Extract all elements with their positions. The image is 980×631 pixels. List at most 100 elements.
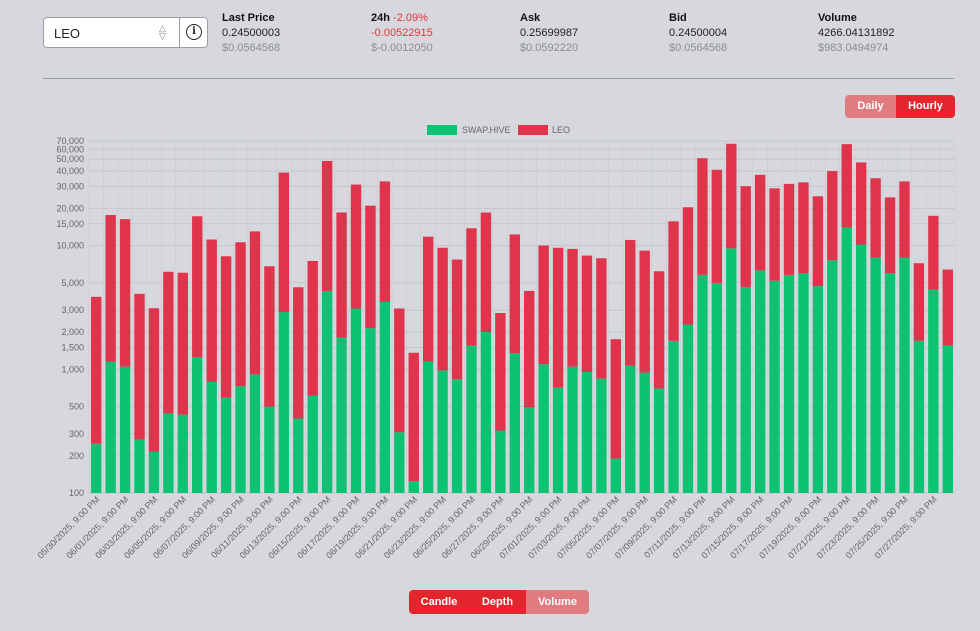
bar-leo: [596, 258, 607, 379]
bar-swaphive: [451, 379, 463, 493]
legend-swatch-swaphive: [427, 125, 457, 135]
bar-swaphive: [697, 274, 708, 493]
bar-swaphive: [596, 378, 607, 493]
bar-swaphive: [509, 353, 520, 493]
bar-leo: [841, 144, 852, 228]
bar-swaphive: [841, 227, 852, 493]
bar-leo: [177, 272, 189, 415]
bar-leo: [451, 259, 463, 380]
stat-usd: $983.0494974: [818, 42, 889, 54]
bar-swaphive: [827, 260, 838, 493]
bar-leo: [495, 313, 506, 431]
y-tick-label: 50,000: [56, 154, 84, 164]
bar-swaphive: [870, 257, 881, 493]
bar-swaphive: [466, 345, 477, 493]
bar-swaphive: [379, 301, 391, 493]
bar-leo: [928, 215, 939, 290]
bar-leo: [610, 339, 622, 459]
y-tick-label: 200: [69, 451, 84, 461]
bar-swaphive: [394, 432, 405, 493]
bar-leo: [293, 287, 304, 419]
info-icon: i: [186, 24, 202, 40]
stat-usd: $0.0592220: [520, 42, 579, 54]
bar-leo: [812, 196, 824, 287]
bar-swaphive: [913, 340, 925, 493]
bar-swaphive: [220, 397, 232, 493]
stat-usd: $-0.0012050: [371, 42, 433, 54]
bar-swaphive: [798, 273, 809, 493]
bar-leo: [639, 250, 650, 373]
bar-swaphive: [264, 406, 275, 493]
bar-leo: [408, 352, 419, 482]
bar-swaphive: [437, 370, 448, 493]
bar-leo: [567, 248, 578, 367]
bar-swaphive: [163, 413, 174, 493]
bar-swaphive: [726, 248, 737, 493]
bar-swaphive: [538, 364, 549, 493]
stat-label: Ask: [520, 12, 541, 24]
bar-leo: [783, 183, 795, 275]
bar-leo: [913, 263, 925, 341]
bar-leo: [711, 169, 723, 283]
stat-label: Volume: [818, 12, 857, 24]
bar-leo: [192, 216, 203, 358]
bar-swaphive: [91, 443, 102, 493]
bar-swaphive: [740, 287, 751, 493]
volume-tab[interactable]: Volume: [526, 590, 589, 614]
bar-swaphive: [899, 257, 910, 493]
bar-leo: [653, 271, 665, 389]
interval-toggle: Daily Hourly: [845, 95, 955, 118]
info-button[interactable]: i: [179, 18, 209, 47]
bar-swaphive: [365, 328, 376, 493]
bar-swaphive: [422, 361, 434, 493]
bar-swaphive: [711, 282, 723, 493]
bar-swaphive: [480, 332, 492, 493]
bar-leo: [163, 271, 174, 414]
daily-button[interactable]: Daily: [845, 95, 896, 118]
bar-leo: [740, 186, 751, 288]
bar-leo: [365, 205, 376, 329]
bar-leo: [336, 212, 347, 338]
bar-leo: [235, 242, 246, 387]
candle-tab[interactable]: Candle: [409, 590, 469, 614]
bar-leo: [855, 162, 867, 245]
stat-volume: Volume 4266.04131892 $983.0494974: [818, 11, 894, 56]
hourly-button[interactable]: Hourly: [896, 95, 955, 118]
y-tick-label: 70,000: [56, 136, 84, 146]
token-select-value: LEO: [54, 26, 81, 41]
bar-leo: [827, 171, 838, 261]
bar-swaphive: [639, 372, 650, 493]
depth-tab[interactable]: Depth: [469, 590, 526, 614]
bar-leo: [884, 197, 896, 274]
bar-leo: [668, 221, 679, 341]
bar-leo: [278, 172, 290, 313]
select-chevron-icon: △ ▽: [159, 23, 166, 41]
bar-swaphive: [524, 407, 535, 493]
stat-usd: $0.0564568: [222, 42, 281, 54]
bar-leo: [249, 231, 261, 375]
bar-leo: [538, 245, 549, 365]
stat-value: 4266.04131892: [818, 27, 895, 39]
bar-swaphive: [350, 308, 362, 493]
y-tick-label: 5,000: [61, 278, 84, 288]
bar-swaphive: [754, 270, 766, 493]
bar-leo: [379, 181, 391, 302]
bar-swaphive: [769, 280, 780, 493]
bar-swaphive: [321, 290, 333, 493]
bar-leo: [206, 239, 217, 382]
bar-leo: [942, 269, 953, 346]
bar-leo: [480, 212, 492, 333]
bar-swaphive: [552, 387, 564, 493]
y-tick-label: 1,000: [61, 364, 84, 374]
bar-leo: [220, 256, 232, 398]
stat-value: -0.00522915: [371, 27, 433, 39]
bar-leo: [350, 184, 362, 309]
bar-swaphive: [235, 386, 246, 493]
stat-label: Last Price: [222, 12, 275, 24]
bar-swaphive: [249, 374, 261, 493]
bar-swaphive: [408, 481, 419, 493]
token-select[interactable]: LEO △ ▽ i: [43, 17, 208, 48]
bar-swaphive: [682, 324, 694, 493]
chart-type-tabs: Candle Depth Volume: [409, 590, 589, 614]
